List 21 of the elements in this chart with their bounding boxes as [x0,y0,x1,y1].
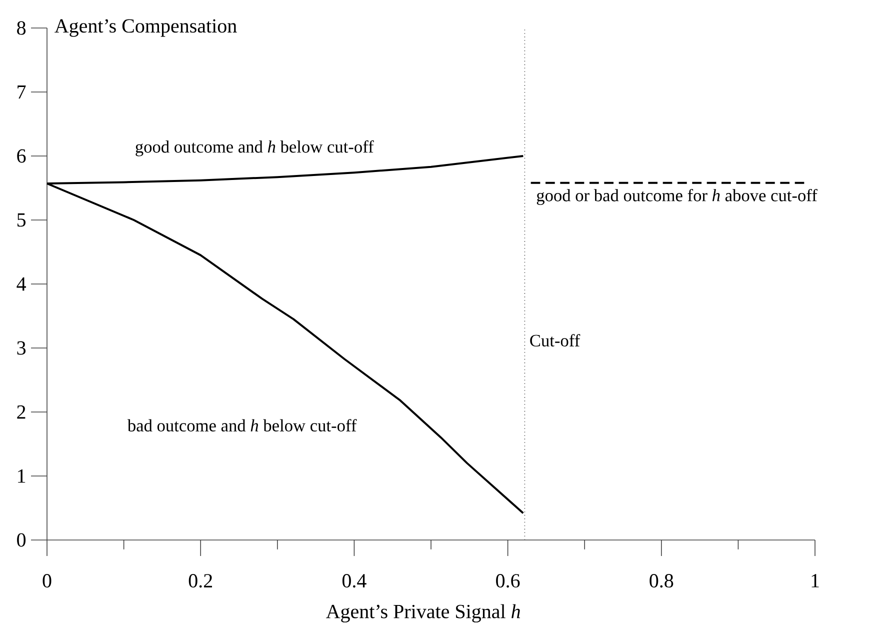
x-axis-title: Agent’s Private Signal h [326,604,520,622]
y-tick-label: 7 [18,85,26,99]
y-tick-label: 6 [17,149,26,163]
y-tick-label: 4 [16,277,26,291]
x-tick-label: 0 [42,574,52,588]
x-tick-label: 0.6 [496,574,520,588]
series-label: good or bad outcome for h above cut-off [536,188,818,205]
series-label: good outcome and h below cut-off [136,140,374,156]
x-tick-label: 0.8 [650,574,674,588]
ref-line-label: Cut-off [530,334,580,346]
y-tick-label: 2 [17,405,26,419]
y-tick-label: 3 [17,341,26,355]
x-tick-label: 1 [812,574,819,588]
y-axis-title: Agent’s Compensation [54,19,237,37]
y-tick-label: 1 [18,469,26,483]
y-tick-label: 5 [17,213,26,227]
text: bad outcome and h below cut-off [127,419,357,432]
y-tick-label: 0 [17,533,26,547]
x-tick-label: 0.2 [188,574,212,588]
x-tick-label: 0.4 [342,574,366,588]
y-tick-label: 8 [17,21,26,35]
